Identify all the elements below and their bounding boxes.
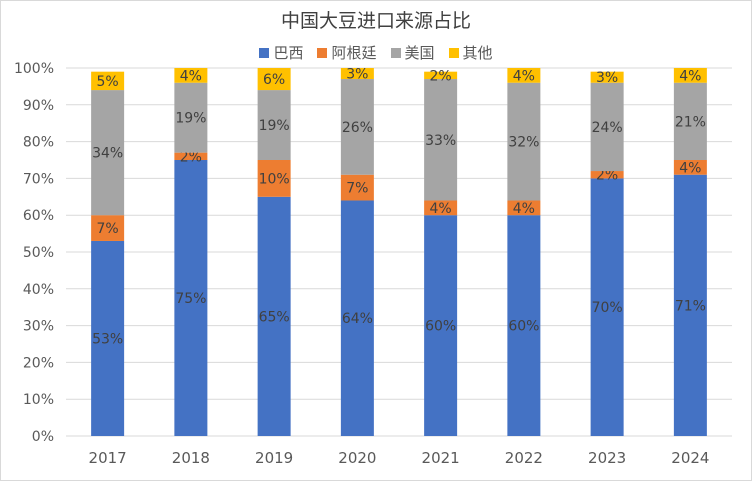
data-label: 21% [675,114,706,130]
legend-label: 巴西 [273,44,304,62]
x-tick-label: 2023 [588,449,626,467]
x-tick-label: 2019 [255,449,293,467]
bar-segment [507,200,541,216]
x-tick-label: 2017 [89,449,127,467]
x-tick-label: 2020 [338,449,376,467]
bar-segment [91,240,125,436]
data-label: 19% [259,118,290,134]
bar-segment [673,160,707,175]
bar-segment [91,215,125,241]
y-tick-label: 10% [23,392,54,408]
y-tick-label: 90% [23,98,54,114]
legend-label: 美国 [404,44,435,62]
x-tick-label: 2021 [422,449,460,467]
data-label: 4% [430,201,452,217]
legend-item: 阿根廷 [317,42,377,63]
bar-segment [91,71,125,91]
bar-segment [424,79,458,201]
data-label: 33% [425,133,456,149]
bar-segment [340,200,374,436]
data-label: 24% [592,120,623,136]
bar-segment [174,68,208,83]
data-label: 70% [592,300,623,316]
data-label: 7% [97,221,119,237]
bar-segment [424,71,458,80]
bar-segment [340,79,374,175]
legend-swatch [317,47,328,58]
bar-segment [257,196,291,436]
bar-segment [257,160,291,197]
legend-label: 其他 [462,44,493,62]
bar-segment [91,90,125,216]
y-tick-label: 0% [32,429,54,445]
data-label: 19% [175,111,206,127]
data-label: 26% [342,120,373,136]
data-label: 71% [675,298,706,314]
bar-segment [590,71,624,83]
data-label: 2% [430,68,452,84]
bar-segment [340,68,374,80]
y-tick-label: 40% [23,282,54,298]
y-tick-label: 80% [23,135,54,151]
data-label: 4% [513,201,535,217]
chart-title: 中国大豆进口来源占比 [280,10,471,32]
y-tick-label: 70% [23,171,54,187]
legend-swatch [259,47,270,58]
bar-segment [257,90,291,160]
data-label: 2% [180,149,202,165]
data-label: 6% [263,72,285,88]
y-tick-label: 50% [23,245,54,261]
y-tick-label: 20% [23,355,54,371]
bar-segment [174,160,208,436]
bar-segment [507,82,541,201]
data-label: 5% [97,74,119,90]
bar-segment [590,82,624,172]
bar-segment [257,68,291,91]
bar-segment [673,68,707,83]
data-label: 34% [92,146,123,162]
data-label: 4% [679,68,701,84]
data-label: 65% [259,309,290,325]
data-label: 3% [596,70,618,86]
bar-segment [340,174,374,201]
legend-swatch [390,47,401,58]
bar-segment [673,174,707,436]
x-tick-label: 2018 [172,449,210,467]
data-label: 2% [596,168,618,184]
data-label: 64% [342,311,373,327]
x-tick-label: 2024 [671,449,709,467]
data-label: 4% [679,160,701,176]
bar-segment [174,152,208,160]
legend-label: 阿根廷 [331,44,377,62]
bar-segment [590,171,624,179]
data-label: 60% [425,319,456,335]
bar-segment [590,178,624,436]
legend-item: 巴西 [259,42,303,63]
data-label: 7% [346,181,368,197]
data-label: 10% [259,171,290,187]
legend-item: 其他 [448,42,493,63]
chart-legend: 巴西 阿根廷 美国 其他 [0,42,752,63]
bar-segment [424,215,458,436]
data-label: 32% [508,135,539,151]
bar-segment [424,200,458,216]
x-tick-label: 2022 [505,449,543,467]
bar-segment [507,68,541,83]
data-label: 53% [92,331,123,347]
legend-item: 美国 [390,42,435,63]
y-tick-label: 60% [23,208,54,224]
bar-segment [507,215,541,436]
data-label: 75% [175,291,206,307]
data-label: 4% [513,68,535,84]
bar-segment [174,82,208,153]
y-tick-label: 100% [14,61,54,77]
data-label: 3% [346,67,368,83]
data-label: 4% [180,68,202,84]
legend-swatch [448,47,459,58]
data-label: 60% [508,319,539,335]
bar-segment [673,82,707,160]
y-tick-label: 30% [23,319,54,335]
